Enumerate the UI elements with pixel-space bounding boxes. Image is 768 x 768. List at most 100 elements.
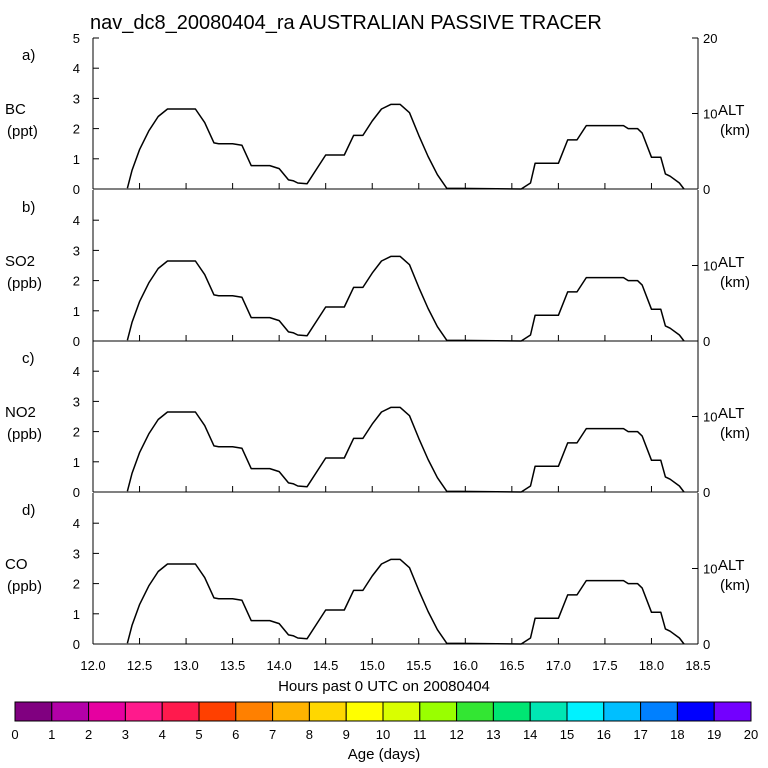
colorbar-tick-label: 11 bbox=[413, 727, 427, 742]
left-tick-label: 3 bbox=[73, 394, 80, 409]
right-tick-label: 0 bbox=[703, 485, 710, 500]
colorbar-tick-label: 4 bbox=[159, 727, 166, 742]
right-axis-units: (km) bbox=[720, 274, 750, 291]
right-axis-units: (km) bbox=[720, 425, 750, 442]
altitude-line bbox=[126, 558, 685, 645]
right-axis-label: ALT bbox=[718, 254, 744, 271]
left-tick-label: 4 bbox=[73, 364, 80, 379]
colorbar-swatch bbox=[161, 701, 200, 722]
right-tick-label: 10 bbox=[703, 259, 717, 274]
left-tick-label: 3 bbox=[73, 91, 80, 106]
colorbar: 0 1 2 3 4 5 6 7 8 9 10 11 12 13 14 15 16 17 18 19 20 bbox=[11, 701, 758, 742]
colorbar-tick-label: 13 bbox=[486, 727, 500, 742]
x-axis-label: Hours past 0 UTC on 20080404 bbox=[278, 678, 490, 695]
left-tick-label: 0 bbox=[73, 182, 80, 197]
right-tick-label: 0 bbox=[703, 637, 710, 652]
colorbar-swatch bbox=[456, 701, 494, 722]
colorbar-tick-label: 19 bbox=[707, 727, 721, 742]
panels: 01234501020a)BC(ppt)ALT(km)01234010b)SO2… bbox=[5, 31, 750, 652]
left-tick-label: 0 bbox=[73, 334, 80, 349]
altitude-line bbox=[126, 255, 685, 342]
colorbar-tick-label: 20 bbox=[744, 727, 758, 742]
colorbar-tick-label: 14 bbox=[523, 727, 537, 742]
left-tick-label: 4 bbox=[73, 61, 80, 76]
right-axis-units: (km) bbox=[720, 577, 750, 594]
panel-so2: 0 1 2 3 4 0 10 b) SO2 (ppb) ALT (km) bbox=[5, 190, 750, 349]
x-tick-label: 18.5 bbox=[685, 658, 710, 673]
panel-tag: b) bbox=[22, 199, 35, 216]
left-tick-label: 2 bbox=[73, 577, 80, 592]
left-tick-label: 5 bbox=[73, 31, 80, 46]
colorbar-tick-label: 17 bbox=[633, 727, 647, 742]
panel-bc: 0 1 2 3 4 5 0 10 20 a) BC (ppt) ALT (km) bbox=[5, 31, 750, 197]
units-label: (ppb) bbox=[7, 578, 42, 595]
right-axis-label: ALT bbox=[718, 102, 744, 119]
colorbar-tick-label: 8 bbox=[306, 727, 313, 742]
colorbar-swatch bbox=[88, 701, 126, 722]
left-tick-label: 2 bbox=[73, 274, 80, 289]
colorbar-swatch bbox=[640, 701, 678, 722]
colorbar-swatch bbox=[492, 701, 531, 722]
altitude-line bbox=[126, 406, 685, 493]
altitude-line bbox=[126, 103, 685, 190]
species-label: NO2 bbox=[5, 404, 36, 421]
left-tick-label: 0 bbox=[73, 637, 80, 652]
species-label: SO2 bbox=[5, 253, 35, 270]
left-tick-label: 4 bbox=[73, 516, 80, 531]
colorbar-tick-label: 1 bbox=[48, 727, 55, 742]
x-tick-label: 12.5 bbox=[127, 658, 152, 673]
panel-co: 0 1 2 3 4 0 10 d) CO (ppb) ALT (km) bbox=[5, 493, 750, 652]
colorbar-tick-label: 3 bbox=[122, 727, 129, 742]
right-tick-label: 0 bbox=[703, 334, 710, 349]
colorbar-tick-label: 7 bbox=[269, 727, 276, 742]
colorbar-tick-label: 12 bbox=[449, 727, 463, 742]
colorbar-tick-label: 18 bbox=[670, 727, 684, 742]
colorbar-swatch bbox=[235, 701, 274, 722]
panel-tag: d) bbox=[22, 502, 35, 519]
colorbar-tick-label: 6 bbox=[232, 727, 239, 742]
x-axis: 12.0 12.5 13.0 13.5 14.0 14.5 15.0 15.5 16.0 16.5… bbox=[80, 658, 710, 673]
units-label: (ppb) bbox=[7, 426, 42, 443]
left-tick-label: 2 bbox=[73, 425, 80, 440]
right-axis-units: (km) bbox=[720, 122, 750, 139]
colorbar-swatch bbox=[713, 701, 752, 722]
left-tick-label: 1 bbox=[73, 607, 80, 622]
colorbar-swatch bbox=[603, 701, 642, 722]
right-tick-label: 20 bbox=[703, 31, 717, 46]
left-tick-label: 1 bbox=[73, 304, 80, 319]
x-tick-label: 13.0 bbox=[173, 658, 198, 673]
x-tick-label: 14.0 bbox=[266, 658, 291, 673]
left-tick-label: 1 bbox=[73, 455, 80, 470]
colorbar-swatch bbox=[198, 701, 237, 722]
right-tick-label: 0 bbox=[703, 182, 710, 197]
colorbar-tick-label: 2 bbox=[85, 727, 92, 742]
colorbar-tick-label: 0 bbox=[11, 727, 18, 742]
colorbar-swatch bbox=[51, 701, 90, 722]
x-tick-label: 16.5 bbox=[499, 658, 524, 673]
x-tick-label: 16.0 bbox=[453, 658, 478, 673]
units-label: (ppb) bbox=[7, 275, 42, 292]
panel-no2: 0 1 2 3 4 0 10 c) NO2 (ppb) ALT (km) bbox=[5, 341, 750, 500]
left-tick-label: 2 bbox=[73, 122, 80, 137]
colorbar-tick-label: 9 bbox=[343, 727, 350, 742]
colorbar-tick-label: 15 bbox=[560, 727, 574, 742]
colorbar-tick-label: 5 bbox=[195, 727, 202, 742]
species-label: BC bbox=[5, 101, 26, 118]
colorbar-swatch bbox=[382, 701, 421, 722]
x-tick-label: 18.0 bbox=[639, 658, 664, 673]
right-tick-label: 10 bbox=[703, 410, 717, 425]
colorbar-tick-label: 16 bbox=[597, 727, 611, 742]
colorbar-label: Age (days) bbox=[348, 746, 421, 763]
x-tick-label: 12.0 bbox=[80, 658, 105, 673]
chart-title: nav_dc8_20080404_ra AUSTRALIAN PASSIVE T… bbox=[90, 12, 602, 34]
colorbar-swatch bbox=[345, 701, 384, 722]
x-tick-label: 17.0 bbox=[546, 658, 571, 673]
right-axis-label: ALT bbox=[718, 557, 744, 574]
panel-tag: a) bbox=[22, 47, 35, 64]
right-tick-label: 10 bbox=[703, 562, 717, 577]
right-tick-label: 10 bbox=[703, 107, 717, 122]
colorbar-swatch bbox=[419, 701, 458, 722]
x-tick-label: 17.5 bbox=[592, 658, 617, 673]
left-tick-label: 0 bbox=[73, 485, 80, 500]
